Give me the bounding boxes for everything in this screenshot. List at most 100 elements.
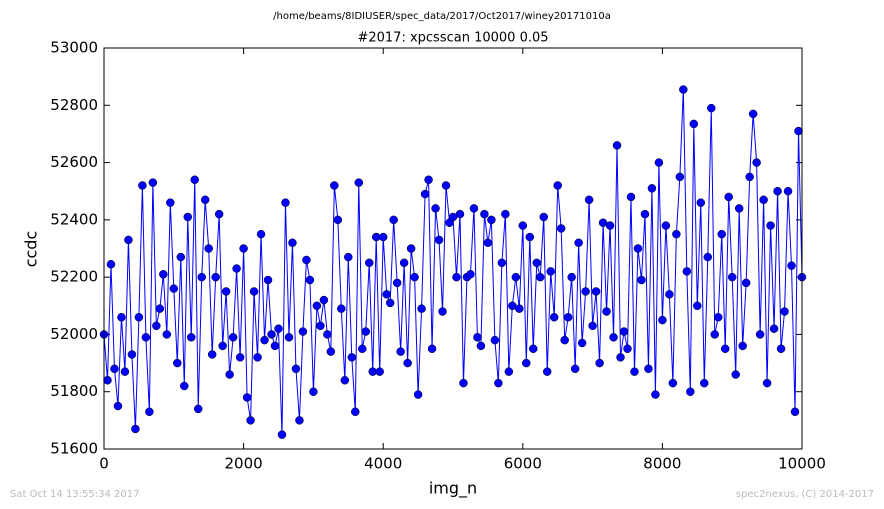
point (270, 341, 280, 351)
point (480, 209, 489, 219)
y-tick-label: 52200 (50, 268, 98, 286)
point (556, 224, 566, 233)
point (752, 158, 761, 167)
point (504, 367, 514, 376)
point (769, 324, 779, 333)
point (497, 258, 507, 268)
point (731, 370, 740, 379)
y-tick-label: 52800 (50, 96, 98, 114)
point (267, 330, 276, 339)
point (354, 178, 364, 187)
point (253, 353, 262, 362)
point (539, 212, 548, 222)
point (406, 244, 416, 253)
point (783, 186, 793, 196)
point (120, 367, 130, 376)
point (720, 344, 730, 353)
point (117, 312, 126, 322)
point (364, 258, 374, 268)
path-title: /home/beams/8IDIUSER/spec_data/2017/Oct2… (273, 11, 611, 22)
point (651, 390, 660, 399)
plot-frame (103, 47, 803, 450)
point (403, 358, 412, 368)
point (326, 347, 336, 356)
point (113, 401, 123, 411)
point (441, 181, 451, 190)
point (790, 407, 800, 417)
point (319, 295, 329, 305)
point (560, 335, 569, 345)
point (696, 198, 706, 207)
point (417, 304, 426, 313)
footer-right: spec2nexus, (C) 2014-2017 (736, 489, 874, 500)
point (323, 330, 332, 339)
point (766, 221, 775, 230)
point (577, 338, 587, 348)
point (452, 272, 461, 282)
point (703, 252, 713, 262)
point (626, 192, 636, 202)
point (333, 215, 343, 225)
point (682, 267, 692, 276)
point (340, 376, 350, 385)
point (344, 252, 353, 262)
point (511, 272, 521, 282)
point (424, 175, 433, 185)
point (106, 260, 116, 269)
point (647, 184, 657, 193)
y-tick-label: 52600 (50, 153, 98, 171)
point (459, 378, 468, 388)
point (427, 344, 437, 353)
point (152, 321, 161, 331)
point (148, 178, 158, 187)
point (536, 272, 545, 282)
point (358, 344, 367, 353)
point (717, 229, 726, 239)
point (260, 335, 269, 345)
y-tick-label: 52400 (50, 210, 98, 228)
point (375, 367, 384, 376)
point (595, 358, 604, 368)
point (584, 195, 594, 205)
point (605, 221, 615, 230)
point (221, 287, 231, 296)
y-tick-label: 51800 (50, 382, 98, 400)
y-tick-label: 52000 (50, 325, 98, 343)
point (525, 232, 535, 242)
point (574, 238, 583, 248)
point (434, 235, 444, 245)
point (256, 229, 266, 239)
point (242, 393, 252, 402)
point (145, 407, 154, 417)
point (612, 141, 622, 150)
point (187, 333, 196, 342)
point (413, 390, 423, 399)
point (787, 261, 796, 270)
footer-left: Sat Oct 14 13:55:34 2017 (10, 489, 140, 500)
point (131, 424, 140, 434)
point (602, 307, 611, 316)
point (382, 290, 391, 299)
point (724, 192, 733, 202)
point (138, 181, 147, 190)
point (410, 272, 419, 282)
point (228, 333, 238, 342)
point (420, 189, 430, 199)
point (389, 215, 398, 225)
point (759, 195, 768, 205)
point (494, 378, 503, 388)
point (295, 416, 304, 425)
point (762, 378, 772, 388)
point (218, 341, 227, 351)
point (103, 376, 112, 385)
point (738, 341, 747, 351)
point (483, 238, 493, 248)
point (619, 327, 629, 336)
point (159, 270, 168, 279)
point (780, 307, 789, 316)
point (302, 255, 311, 265)
point (487, 215, 496, 225)
point (169, 284, 179, 293)
point (640, 209, 650, 219)
point (707, 103, 716, 113)
